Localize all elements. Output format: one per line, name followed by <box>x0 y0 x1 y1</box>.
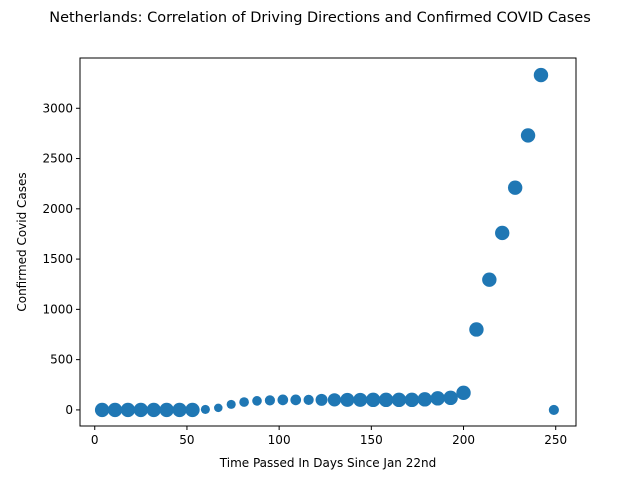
data-point <box>214 403 223 413</box>
data-point <box>533 67 549 83</box>
x-tick-label: 250 <box>544 433 567 447</box>
y-axis-label: Confirmed Covid Cases <box>15 172 29 311</box>
data-point <box>172 402 187 418</box>
data-point <box>94 402 110 418</box>
data-point <box>159 402 174 418</box>
data-point <box>290 394 302 406</box>
data-point <box>146 402 161 418</box>
data-point <box>520 128 536 143</box>
data-points <box>94 67 559 418</box>
data-point <box>185 402 200 418</box>
data-point <box>495 225 510 241</box>
data-point <box>378 392 394 408</box>
data-point <box>120 402 136 418</box>
data-point <box>107 402 123 418</box>
x-tick-label: 0 <box>91 433 99 447</box>
data-point <box>264 395 276 406</box>
data-point <box>303 394 314 405</box>
y-tick-label: 1500 <box>42 252 73 266</box>
x-axis-ticks: 0 50 100 150 200 250 <box>91 426 567 447</box>
data-point <box>340 392 355 407</box>
data-point <box>277 394 289 406</box>
data-point <box>430 391 445 406</box>
data-point <box>443 390 458 406</box>
y-tick-label: 3000 <box>42 101 73 115</box>
data-point <box>391 392 407 408</box>
x-tick-label: 200 <box>452 433 475 447</box>
y-axis-ticks: 0 500 1000 1500 2000 2500 3000 <box>42 101 80 417</box>
data-point <box>315 393 328 406</box>
x-tick-label: 100 <box>268 433 291 447</box>
chart-title: Netherlands: Correlation of Driving Dire… <box>49 10 591 26</box>
data-point <box>252 396 262 406</box>
x-tick-label: 150 <box>360 433 383 447</box>
data-point <box>469 322 484 337</box>
y-tick-label: 2000 <box>42 202 73 216</box>
data-point <box>239 397 249 407</box>
data-point <box>507 180 523 195</box>
y-tick-label: 0 <box>65 403 73 417</box>
data-point <box>226 399 236 409</box>
data-point <box>548 404 559 416</box>
x-tick-label: 50 <box>179 433 194 447</box>
data-point <box>482 272 497 287</box>
data-point <box>353 392 368 407</box>
data-point <box>404 392 420 408</box>
data-point <box>327 393 342 407</box>
y-tick-label: 2500 <box>42 152 73 166</box>
data-point <box>133 402 149 418</box>
data-point <box>417 392 433 407</box>
plot-frame <box>79 57 577 427</box>
data-point <box>456 385 471 401</box>
y-tick-label: 500 <box>50 353 73 367</box>
y-tick-label: 1000 <box>42 302 73 316</box>
data-point <box>200 404 210 414</box>
x-axis-label: Time Passed In Days Since Jan 22nd <box>219 456 436 470</box>
data-point <box>365 392 381 408</box>
